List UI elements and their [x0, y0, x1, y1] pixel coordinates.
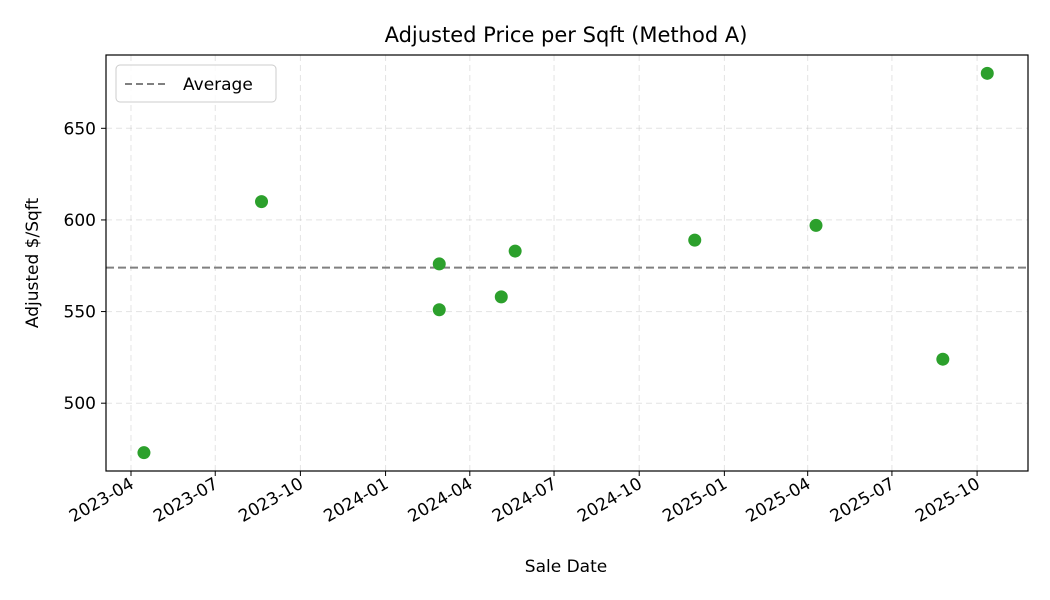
x-axis-title: Sale Date	[525, 557, 607, 577]
y-tick-label: 650	[64, 119, 96, 139]
x-tick-label: 2024-07	[489, 474, 561, 527]
x-tick-label: 2025-01	[659, 474, 731, 527]
grid-lines	[106, 55, 1028, 471]
data-point	[432, 303, 446, 317]
x-tick-label: 2023-07	[150, 474, 222, 527]
chart-title: Adjusted Price per Sqft (Method A)	[385, 23, 748, 47]
x-tick-label: 2025-07	[827, 474, 899, 527]
data-point	[809, 218, 823, 232]
x-tick-label: 2023-10	[235, 474, 307, 527]
data-point	[508, 244, 522, 258]
data-points	[137, 66, 994, 460]
x-tick-label: 2025-10	[912, 474, 984, 527]
data-point	[432, 257, 446, 271]
y-tick-label: 500	[64, 394, 96, 414]
x-tick-label: 2024-10	[574, 474, 646, 527]
data-point	[688, 233, 702, 247]
plot-frame	[105, 54, 1029, 472]
x-tick-label: 2024-04	[405, 474, 477, 527]
x-tick-label: 2025-04	[743, 474, 815, 527]
data-point	[137, 446, 151, 460]
data-point	[255, 195, 269, 209]
y-tick-label: 550	[64, 303, 96, 323]
x-tick-label: 2023-04	[66, 474, 138, 527]
y-axis-ticks: 500 550 600 650	[64, 119, 106, 414]
data-point	[980, 66, 994, 80]
legend-box	[115, 64, 277, 103]
x-tick-label: 2024-01	[321, 474, 393, 527]
data-point	[494, 290, 508, 304]
legend: Average	[115, 64, 277, 103]
legend-average-label: Average	[183, 75, 253, 95]
y-axis-title: Adjusted $/Sqft	[23, 198, 43, 329]
y-tick-label: 600	[64, 211, 96, 231]
data-point	[936, 352, 950, 366]
x-axis-ticks: 2023-04 2023-07 2023-10 2024-01 2024-04 2024-…	[66, 471, 984, 527]
